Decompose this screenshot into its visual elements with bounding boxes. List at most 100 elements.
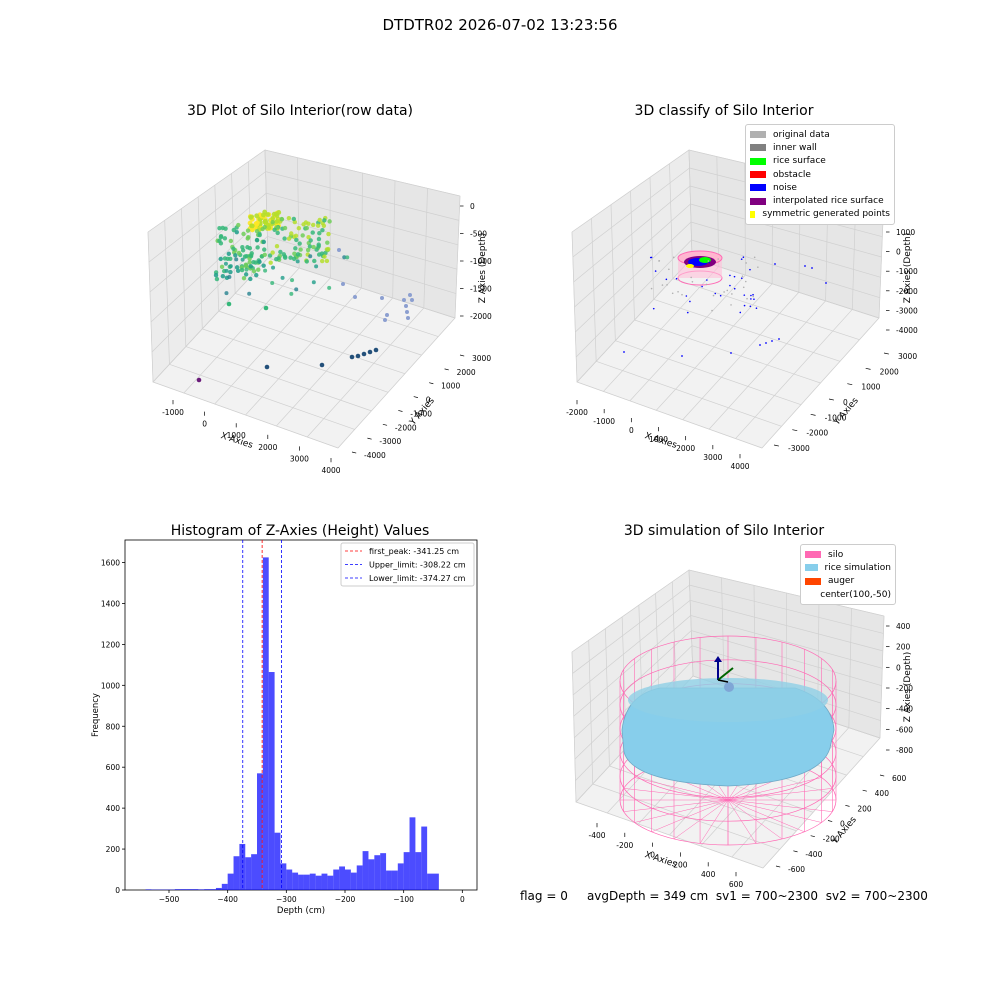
p1-point — [342, 255, 347, 260]
p1-z-axis-label: Z Axies (Depth) — [478, 233, 488, 304]
p1-point — [276, 256, 281, 261]
p2-x-tick-label: 2000 — [676, 444, 695, 453]
p1-point — [228, 238, 234, 244]
p2-y-tick — [883, 352, 889, 355]
p1-point — [270, 220, 275, 225]
p1-grid-floor-x — [306, 307, 425, 438]
p1-point — [223, 261, 228, 266]
p4-grid-left-y — [588, 640, 594, 785]
p1-z-tick-label: -500 — [470, 230, 487, 239]
p1-point — [236, 222, 241, 228]
p1-point — [367, 349, 373, 355]
p2-point — [665, 278, 668, 281]
p1-point — [337, 248, 341, 252]
p1-grid-left-z — [147, 149, 266, 233]
legend-swatch — [750, 171, 766, 179]
p1-point — [294, 287, 299, 292]
legend-label: noise — [773, 182, 797, 193]
p1-point — [326, 231, 331, 237]
p2-point — [741, 275, 744, 278]
p2-point — [714, 292, 717, 295]
p4-simulation — [619, 635, 837, 846]
p4-y-tick-label: 0 — [840, 820, 845, 829]
p4-grid-back-z — [690, 615, 883, 669]
histogram-bar — [198, 889, 205, 890]
figure-suptitle: DTDTR02 2026-07-02 13:23:56 — [382, 16, 618, 34]
p1-point — [235, 268, 241, 273]
p1-point — [298, 247, 303, 252]
histogram-x-tick-label: −300 — [276, 895, 297, 904]
p1-x-tick-label: 1000 — [227, 431, 246, 440]
p1-point — [254, 213, 260, 219]
p1-point — [233, 253, 238, 258]
p1-point — [228, 256, 233, 262]
p1-point — [300, 233, 305, 238]
histogram-x-axis-label: Depth (cm) — [277, 906, 325, 916]
p2-y-tick-label: -2000 — [806, 429, 828, 438]
histogram-bar — [180, 889, 187, 890]
histogram-bar — [298, 874, 304, 890]
p1-y-tick-label: -2000 — [395, 423, 417, 432]
histogram-bar — [391, 870, 398, 890]
p2-y-tick-label: 0 — [843, 398, 848, 407]
p2-grid-back-z — [691, 257, 880, 319]
simulation-legend-item: silo — [805, 548, 891, 561]
p1-point — [234, 265, 240, 270]
p1-point — [262, 252, 267, 257]
p1-point — [270, 216, 276, 221]
p2-point — [739, 311, 742, 314]
p2-point — [689, 300, 691, 303]
legend-swatch — [750, 210, 756, 218]
p4-x-axis-label: X Axies — [643, 850, 678, 870]
p1-point — [243, 272, 249, 277]
p2-grid-left-z — [575, 221, 692, 333]
p4-y-tick — [879, 774, 885, 777]
p1-point — [289, 291, 294, 296]
histogram-x-tick-label: 0 — [460, 895, 465, 904]
legend-label: auger — [828, 576, 855, 587]
p1-point — [254, 221, 260, 227]
histogram-legend-label: first_peak: -341.25 cm — [369, 547, 459, 556]
p4-y-tick-label: -600 — [788, 865, 805, 874]
histogram-bar — [321, 873, 328, 890]
p2-symmetric-points — [686, 264, 694, 268]
p2-point — [731, 293, 733, 295]
p1-point — [244, 267, 249, 272]
p1-point — [282, 236, 287, 241]
p2-grid-floor-y — [653, 299, 841, 362]
p4-grid-left-z — [572, 584, 690, 674]
p4-y-tick-label: -400 — [805, 850, 822, 859]
p2-point — [729, 284, 731, 287]
histogram-bar — [274, 832, 281, 890]
p1-point — [254, 237, 260, 243]
p4-x-tick-label: 400 — [701, 870, 716, 879]
p1-point — [353, 295, 357, 299]
p1-point — [270, 280, 275, 285]
p1-point — [227, 275, 232, 280]
p1-point — [312, 258, 317, 264]
legend-swatch — [750, 131, 766, 139]
histogram-bar — [345, 869, 351, 890]
p1-grid-floor-x — [245, 287, 362, 416]
p1-point — [308, 238, 313, 243]
p1-point — [248, 214, 254, 220]
p1-point — [240, 245, 245, 250]
p2-point — [765, 342, 767, 344]
p4-grid-left-z — [572, 600, 691, 696]
p2-y-tick — [847, 383, 853, 386]
p1-grid-left-y — [214, 185, 220, 312]
panel1-title: 3D Plot of Silo Interior(row data) — [186, 103, 414, 119]
p2-point — [729, 274, 731, 277]
p4-x-tick-label: -400 — [588, 831, 605, 840]
p4-z-tick-label: 0 — [896, 663, 901, 672]
p1-point — [306, 235, 311, 240]
histogram-bar — [362, 851, 369, 890]
silo-wire — [727, 799, 783, 840]
legend-swatch — [750, 184, 766, 192]
p2-point — [672, 256, 675, 259]
p4-grid-left-z — [574, 630, 692, 738]
p1-grid-left-z — [149, 192, 267, 293]
p1-point — [213, 273, 219, 278]
histogram-bar — [427, 873, 433, 890]
